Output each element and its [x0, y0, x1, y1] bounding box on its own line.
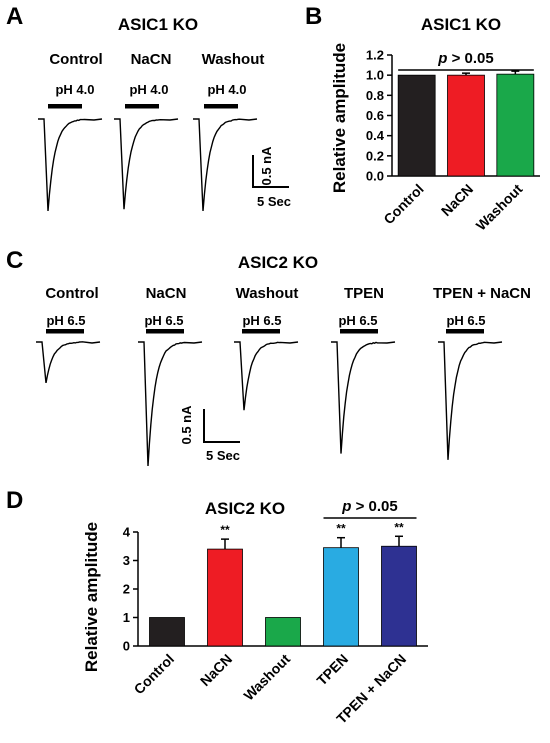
current-trace [193, 118, 258, 212]
panel-a: A ASIC1 KO Control NaCN Washout pH 4.0 p… [6, 3, 291, 212]
panel-c-title: ASIC2 KO [238, 253, 318, 272]
panel-c-stimulus-label: pH 6.5 [446, 313, 485, 328]
bar [447, 74, 485, 177]
panel-c-condition-label: Control [45, 285, 98, 302]
panel-a-traces [38, 118, 258, 212]
current-trace [438, 341, 503, 460]
y-tick-label: 1.0 [366, 68, 384, 83]
scale-current-label: 0.5 nA [179, 405, 194, 445]
panel-c-traces [36, 341, 503, 467]
panel-d-y-axis-label: Relative amplitude [82, 522, 101, 672]
y-tick-label: 0 [123, 639, 130, 654]
stimulus-bar [48, 104, 82, 109]
significance-marker: ** [336, 522, 346, 536]
current-trace [38, 118, 103, 212]
x-tick-label: NaCN [197, 651, 235, 689]
panel-c-letter: C [6, 247, 23, 274]
y-tick-label: 3 [123, 553, 130, 568]
panel-c-scale-bar: 0.5 nA 5 Sec [179, 405, 240, 463]
panel-c-stimulus-label: pH 6.5 [46, 313, 85, 328]
scale-time-label: 5 Sec [257, 194, 291, 209]
panel-c-condition-label: TPEN [344, 285, 384, 302]
panel-b-letter: B [305, 3, 322, 30]
bar [265, 617, 301, 647]
bar [323, 547, 359, 647]
y-tick-label: 0.0 [366, 169, 384, 184]
bar [381, 545, 417, 647]
stimulus-bar [46, 329, 84, 334]
panel-d-title: ASIC2 KO [205, 499, 285, 518]
panel-a-scale-bar: 0.5 nA 5 Sec [252, 146, 291, 209]
y-tick-label: 4 [123, 525, 131, 540]
panel-d: D ASIC2 KO Relative amplitude 0 1 2 3 4 Contr… [6, 487, 428, 727]
panel-a-stimulus-label: pH 4.0 [129, 82, 168, 97]
bar [207, 548, 243, 647]
bar [496, 73, 535, 177]
bar [149, 617, 185, 647]
panel-a-condition-label: NaCN [131, 51, 172, 68]
panel-a-stimulus-label: pH 4.0 [55, 82, 94, 97]
current-trace [331, 341, 396, 454]
panel-a-condition-label: Control [49, 51, 102, 68]
panel-c-condition-label: NaCN [146, 285, 187, 302]
panel-d-letter: D [6, 487, 23, 514]
scale-time-label: 5 Sec [206, 448, 240, 463]
scale-current-label: 0.5 nA [259, 146, 274, 186]
panel-b-title: ASIC1 KO [421, 15, 501, 34]
stimulus-bar [204, 104, 238, 109]
panel-a-title: ASIC1 KO [118, 15, 198, 34]
y-tick-label: 0.4 [366, 128, 385, 143]
y-tick-label: 0.8 [366, 88, 384, 103]
x-tick-label: Washout [240, 651, 293, 704]
current-trace [234, 341, 299, 411]
current-trace [36, 341, 101, 384]
current-trace [138, 341, 203, 467]
y-tick-label: 2 [123, 582, 130, 597]
panel-c-condition-label: TPEN + NaCN [433, 285, 531, 302]
panel-b: B ASIC1 KO Relative amplitude 0.00.20.40… [305, 3, 540, 234]
panel-c: C ASIC2 KO Control NaCN Washout TPEN TPE… [6, 247, 531, 467]
y-tick-label: 0.2 [366, 148, 384, 163]
p-value-label: p > 0.05 [437, 50, 493, 67]
significance-marker: ** [220, 523, 230, 537]
panel-c-stimulus-label: pH 6.5 [242, 313, 281, 328]
panel-c-stimulus-label: pH 6.5 [144, 313, 183, 328]
y-tick-label: 0.6 [366, 108, 384, 123]
bar [397, 74, 436, 177]
p-value-label: p > 0.05 [341, 498, 397, 515]
significance-marker: ** [394, 520, 404, 534]
panel-a-letter: A [6, 3, 23, 30]
stimulus-bar [242, 329, 280, 334]
x-tick-label: Control [380, 181, 427, 228]
panel-c-condition-label: Washout [236, 285, 299, 302]
panel-a-condition-label: Washout [202, 51, 265, 68]
x-tick-label: TPEN [313, 651, 351, 689]
stimulus-bar [340, 329, 378, 334]
panel-a-stimulus-label: pH 4.0 [207, 82, 246, 97]
stimulus-bar [446, 329, 484, 334]
panel-b-y-axis-label: Relative amplitude [330, 43, 349, 193]
stimulus-bar [125, 104, 159, 109]
current-trace [114, 118, 179, 210]
stimulus-bar [146, 329, 184, 334]
x-tick-label: Washout [473, 181, 526, 234]
y-tick-label: 1 [123, 610, 130, 625]
panel-c-stimulus-label: pH 6.5 [338, 313, 377, 328]
x-tick-label: NaCN [438, 181, 476, 219]
y-tick-label: 1.2 [366, 48, 384, 63]
x-tick-label: Control [131, 651, 178, 698]
